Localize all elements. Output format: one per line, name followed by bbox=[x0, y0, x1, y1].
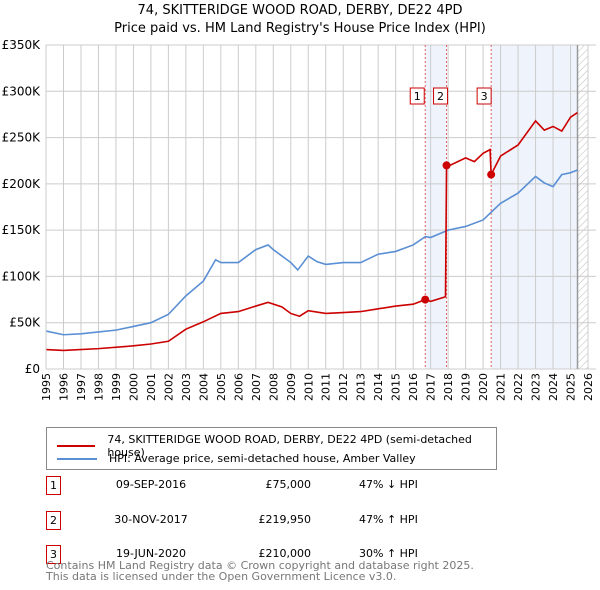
legend-label-property: 74, SKITTERIDGE WOOD ROAD, DERBY, DE22 4… bbox=[107, 433, 472, 459]
sale-point bbox=[487, 170, 496, 179]
y-tick-label: £0 bbox=[25, 362, 40, 376]
x-tick-label: 2022 bbox=[512, 373, 525, 401]
sale-label: 1 bbox=[414, 90, 421, 103]
x-tick-label: 1996 bbox=[57, 373, 70, 401]
transaction-row: 3 19-JUN-2020 £210,000 30% ↑ HPI bbox=[46, 545, 546, 564]
sale-label: 3 bbox=[481, 90, 488, 103]
transaction-date: 30-NOV-2017 bbox=[114, 512, 188, 526]
y-tick-label: £250K bbox=[2, 131, 42, 145]
x-tick-label: 2010 bbox=[302, 373, 315, 401]
y-tick-label: £100K bbox=[2, 269, 42, 283]
x-tick-label: 2020 bbox=[477, 373, 490, 401]
y-tick-label: £300K bbox=[2, 84, 42, 98]
y-tick-label: £50K bbox=[9, 316, 41, 330]
x-tick-label: 2026 bbox=[582, 373, 595, 401]
x-tick-label: 2021 bbox=[495, 373, 508, 401]
transaction-number: 1 bbox=[46, 476, 61, 495]
x-tick-label: 2014 bbox=[372, 373, 385, 401]
sale-label: 2 bbox=[437, 90, 444, 103]
x-tick-label: 2019 bbox=[460, 373, 473, 401]
x-tick-label: 2015 bbox=[390, 373, 403, 401]
x-tick-label: 2017 bbox=[425, 373, 438, 401]
chart: 1995 1996 1997 1998 1999 2000 2001 2002 2003 2004… bbox=[2, 38, 596, 401]
x-tick-label: 2016 bbox=[407, 373, 420, 401]
legend-swatch-red bbox=[57, 445, 96, 447]
transaction-price: £75,000 bbox=[265, 478, 312, 491]
x-tick-label: 2009 bbox=[285, 373, 298, 401]
x-tick-label: 1998 bbox=[92, 373, 105, 401]
x-tick-label: 1997 bbox=[75, 373, 88, 401]
transaction-date: 19-JUN-2020 bbox=[115, 547, 187, 560]
footer: Contains HM Land Registry data © Crown c… bbox=[46, 560, 474, 582]
y-tick-label: £200K bbox=[2, 177, 42, 191]
y-tick-label: £350K bbox=[2, 38, 42, 52]
legend-label-hpi: HPI: Average price, semi-detached house,… bbox=[109, 452, 416, 465]
y-tick-label: £150K bbox=[2, 223, 42, 237]
hpi-line bbox=[45, 169, 578, 336]
x-tick-label: 2007 bbox=[250, 373, 263, 401]
x-tick-label: 2012 bbox=[337, 373, 350, 401]
chart-title: 74, SKITTERIDGE WOOD ROAD, DERBY, DE22 4… bbox=[137, 3, 463, 18]
x-tick-label: 2006 bbox=[232, 373, 245, 401]
transaction-number: 2 bbox=[46, 510, 61, 530]
sale-label-box bbox=[476, 87, 492, 105]
x-tick-label: 2003 bbox=[180, 373, 193, 401]
sale-label-box bbox=[433, 87, 449, 105]
footer-line-1: Contains HM Land Registry data © Crown c… bbox=[46, 559, 474, 572]
transaction-row: 2 30-NOV-2017 £219,950 47% ↑ HPI bbox=[46, 510, 546, 530]
transaction-price: £219,950 bbox=[258, 512, 312, 526]
transaction-row: 1 09-SEP-2016 £75,000 47% ↓ HPI bbox=[46, 476, 546, 495]
legend: 74, SKITTERIDGE WOOD ROAD, DERBY, DE22 4… bbox=[46, 427, 497, 470]
x-tick-label: 2002 bbox=[162, 373, 175, 401]
transaction-hpi: 30% ↑ HPI bbox=[359, 547, 418, 560]
footer-line-2: This data is licensed under the Open Gov… bbox=[46, 570, 397, 583]
x-tick-label: 2000 bbox=[127, 373, 140, 401]
transaction-hpi: 47% ↑ HPI bbox=[359, 512, 418, 526]
x-tick-label: 1995 bbox=[40, 373, 53, 401]
forecast-hatch bbox=[577, 45, 588, 369]
transaction-date: 09-SEP-2016 bbox=[115, 478, 187, 491]
x-tick-label: 2008 bbox=[267, 373, 280, 401]
x-tick-label: 2018 bbox=[442, 373, 455, 401]
transaction-price: £210,000 bbox=[258, 547, 312, 560]
x-tick-label: 2024 bbox=[547, 373, 560, 401]
x-tick-label: 2005 bbox=[215, 373, 228, 401]
sale-point bbox=[421, 295, 430, 304]
transaction-hpi: 47% ↓ HPI bbox=[359, 478, 418, 491]
x-tick-label: 2023 bbox=[530, 373, 543, 401]
sale-point bbox=[442, 161, 451, 170]
x-tick-label: 2004 bbox=[197, 373, 210, 401]
x-tick-label: 2025 bbox=[565, 373, 578, 401]
transaction-number: 3 bbox=[46, 545, 61, 564]
shaded-region bbox=[491, 45, 578, 369]
x-tick-label: 2011 bbox=[320, 373, 333, 401]
x-tick-label: 1999 bbox=[110, 373, 123, 401]
legend-swatch-blue bbox=[57, 457, 97, 460]
price-paid-line bbox=[45, 111, 578, 352]
x-tick-label: 2001 bbox=[145, 373, 158, 401]
x-tick-label: 2013 bbox=[355, 373, 368, 401]
sale-label-box bbox=[409, 87, 425, 105]
chart-subtitle: Price paid vs. HM Land Registry's House … bbox=[114, 21, 486, 36]
